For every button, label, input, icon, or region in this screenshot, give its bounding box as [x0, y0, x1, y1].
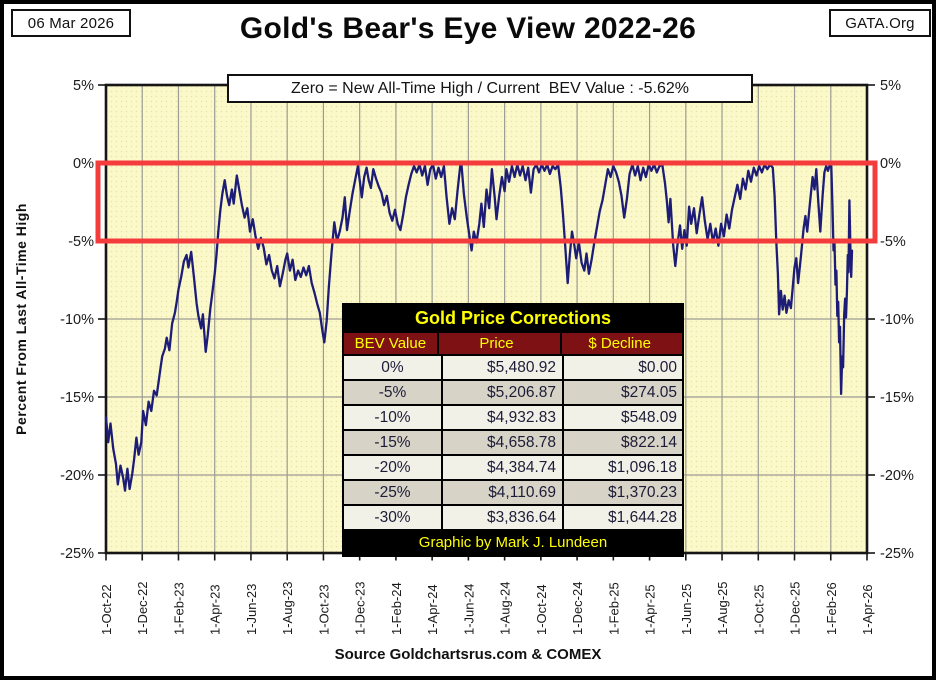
table-cell: 0%	[344, 356, 441, 379]
table-cell: $4,384.74	[441, 456, 562, 479]
table-cell: $4,110.69	[441, 481, 562, 504]
table-column-header: Price	[436, 333, 561, 354]
table-cell: $1,644.28	[562, 506, 682, 529]
table-cell: $1,096.18	[562, 456, 682, 479]
y-tick-label-right: -5%	[880, 234, 906, 250]
page-title: Gold's Bear's Eye View 2022-26	[239, 12, 697, 45]
table-row: -10% $4,932.83 $548.09	[344, 404, 682, 429]
gold-price-corrections-table: Gold Price Corrections BEV Value Price $ D…	[342, 303, 684, 557]
x-tick-label: 1-Feb-24	[389, 582, 404, 635]
table-cell: -10%	[344, 406, 441, 429]
x-tick-label: 1-Dec-22	[135, 582, 150, 635]
org-label: GATA.Org	[845, 14, 915, 32]
subtitle-box: Zero = New All-Time High / Current BEV V…	[227, 74, 753, 103]
x-tick-label: 1-Dec-25	[788, 582, 803, 635]
source-credit: Source Goldchartsrus.com & COMEX	[334, 646, 602, 663]
x-tick-label: 1-Jun-25	[679, 584, 694, 635]
table-cell: -5%	[344, 381, 441, 404]
x-tick-label: 1-Dec-24	[570, 582, 585, 635]
table-cell: $3,836.64	[441, 506, 562, 529]
y-tick-label-right: -15%	[880, 390, 914, 406]
table-cell: $0.00	[562, 356, 682, 379]
y-tick-label-right: 5%	[880, 78, 901, 94]
x-tick-label: 1-Feb-23	[171, 582, 186, 635]
org-box: GATA.Org	[829, 9, 931, 37]
table-row: -25% $4,110.69 $1,370.23	[344, 479, 682, 504]
bev-line	[104, 163, 854, 492]
x-tick-label: 1-Feb-25	[606, 582, 621, 635]
y-tick-label-left: -25%	[60, 546, 94, 562]
table-cell: $4,658.78	[441, 431, 562, 454]
x-tick-label: 1-Jun-24	[461, 584, 476, 635]
y-tick-label-left: 0%	[73, 156, 94, 172]
table-column-header: BEV Value	[354, 335, 427, 352]
x-tick-label: 1-Oct-25	[751, 584, 766, 635]
table-footer-credit: Graphic by Mark J. Lundeen	[344, 529, 682, 555]
table-header-row: BEV Value Price $ Decline	[344, 331, 682, 354]
x-tick-label: 1-Aug-25	[715, 582, 730, 635]
x-tick-label: 1-Dec-23	[353, 582, 368, 635]
x-tick-label: 1-Feb-26	[824, 582, 839, 635]
x-tick-label: 1-Apr-24	[425, 584, 440, 635]
y-tick-label-right: -10%	[880, 312, 914, 328]
x-tick-label: 1-Oct-24	[534, 584, 549, 635]
x-tick-label: 1-Jun-23	[244, 584, 259, 635]
date-box: 06 Mar 2026	[11, 9, 131, 37]
x-tick-label: 1-Apr-23	[208, 584, 223, 635]
subtitle-label: Zero = New All-Time High / Current BEV V…	[291, 79, 689, 97]
highlight-band-box	[95, 160, 878, 244]
x-tick-label: 1-Apr-26	[860, 584, 875, 635]
table-column-header: $ Decline	[560, 333, 682, 354]
y-tick-label-right: -20%	[880, 468, 914, 484]
table-cell: $822.14	[562, 431, 682, 454]
table-body: 0% $5,480.92 $0.00 -5% $5,206.87 $274.05 -10% $…	[344, 354, 682, 529]
y-tick-label-left: 5%	[73, 78, 94, 94]
x-tick-label: 1-Aug-23	[280, 582, 295, 635]
y-tick-label-right: -25%	[880, 546, 914, 562]
table-cell: -15%	[344, 431, 441, 454]
x-tick-label: 1-Aug-24	[498, 582, 513, 635]
y-tick-label-right: 0%	[880, 156, 901, 172]
x-tick-label: 1-Apr-25	[643, 584, 658, 635]
table-cell: $548.09	[562, 406, 682, 429]
date-label: 06 Mar 2026	[27, 14, 115, 32]
table-row: -30% $3,836.64 $1,644.28	[344, 504, 682, 529]
table-cell: -25%	[344, 481, 441, 504]
x-tick-label: 1-Oct-23	[316, 584, 331, 635]
table-cell: -30%	[344, 506, 441, 529]
table-cell: $5,206.87	[441, 381, 562, 404]
y-tick-label-left: -20%	[60, 468, 94, 484]
table-row: -5% $5,206.87 $274.05	[344, 379, 682, 404]
table-cell: $274.05	[562, 381, 682, 404]
table-row: -20% $4,384.74 $1,096.18	[344, 454, 682, 479]
y-tick-label-left: -15%	[60, 390, 94, 406]
table-cell: $5,480.92	[441, 356, 562, 379]
table-title: Gold Price Corrections	[344, 305, 682, 331]
table-cell: $4,932.83	[441, 406, 562, 429]
table-row: 0% $5,480.92 $0.00	[344, 354, 682, 379]
table-cell: -20%	[344, 456, 441, 479]
x-tick-label: 1-Oct-22	[99, 584, 114, 635]
y-axis-title: Percent From Last All-Time High	[13, 203, 29, 435]
y-tick-label-left: -10%	[60, 312, 94, 328]
table-cell: $1,370.23	[562, 481, 682, 504]
y-tick-label-left: -5%	[68, 234, 94, 250]
table-row: -15% $4,658.78 $822.14	[344, 429, 682, 454]
